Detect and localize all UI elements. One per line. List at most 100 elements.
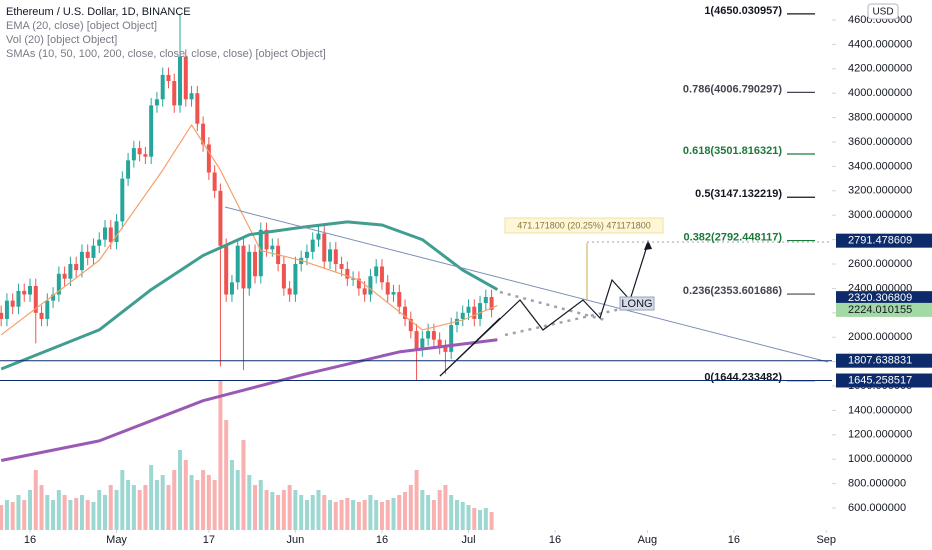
y-tick-label: 3400.000000 [848,160,912,172]
volume-bar [304,500,309,530]
candle-body [51,294,56,301]
currency[interactable]: USD [872,7,893,18]
volume-bar [345,498,350,530]
volume-bar [68,500,73,530]
candle-body [62,273,67,279]
candle-body [10,300,15,307]
candle-body [408,318,413,332]
y-tick-label: 4400.000000 [848,38,912,50]
candle-body [235,245,240,283]
volume-bar [443,485,448,530]
volume-bar [45,495,50,530]
candle-body [426,331,431,339]
measure-box [504,217,664,234]
candle-body [126,160,131,179]
measure-label: 471.171800 (20.25%) 471171800 [517,220,650,230]
y-tick-label: 1400.000000 [848,404,912,416]
volume-bar [449,495,454,530]
volume-bar [437,490,442,530]
candle-body [91,245,96,258]
volume-bar [0,505,4,530]
volume-bar [97,490,102,530]
volume-bar [114,490,119,530]
x-tick-label: 16 [24,534,36,546]
candle-body [45,300,50,319]
volume-bar [195,480,200,530]
volume-bar [391,498,396,530]
volume-bar [218,380,223,530]
arrow-head [644,240,652,250]
x-tick-label: 16 [549,534,561,546]
candle-body [374,266,379,277]
candle-body [328,249,333,262]
indicator-legend: SMAs (10, 50, 100, 200, close, close, cl… [6,48,326,60]
x-tick-label: 16 [376,534,388,546]
y-tick-label: 2600.000000 [848,258,912,270]
volume-bar [56,490,61,530]
volume-bar [483,508,488,530]
candle-body [195,93,200,124]
x-tick-label: Aug [638,534,658,546]
y-tick-label: 600.000000 [848,502,906,514]
price-label-box [836,233,932,248]
volume-bar [224,420,229,530]
candle-body [103,227,108,240]
candle-body [68,264,73,279]
candle-body [362,288,367,295]
volume-bar [154,480,159,530]
volume-bar [120,470,125,530]
currency-box[interactable] [867,3,899,20]
candle-body [460,312,465,319]
candle-body [437,339,442,347]
volume-bar [28,490,33,530]
volume-bar [322,495,327,530]
candle-body [189,93,194,100]
volume-bar [79,495,84,530]
volume-bar [183,460,188,530]
volume-bar [39,485,44,530]
candle-body [0,312,4,319]
volume-bar [10,502,15,530]
volume-bar [33,470,38,530]
candle-body [212,172,217,191]
candle-body [131,148,136,161]
candle-body [229,282,234,295]
candle-body [345,268,350,279]
volume-bar [385,500,390,530]
candle-body [206,144,211,173]
volume-bar [276,495,281,530]
volume-bar [85,500,90,530]
candle-body [339,264,344,269]
volume-bar [4,500,9,530]
volume-bar [403,492,408,530]
volume-bar [16,495,21,530]
candle-body [120,178,125,222]
candle-body [97,239,102,246]
moving-average [0,338,498,462]
x-tick-label: May [106,534,127,546]
x-tick-label: Jul [461,534,475,546]
candle-body [356,278,361,289]
x-tick-label: 17 [203,534,215,546]
candle-body [264,229,269,250]
fib-level-label: 0.382(2792.448117) [684,231,783,243]
volume-bar [339,500,344,530]
candle-body [56,273,61,295]
volume-bar [270,492,275,530]
volume-bar [460,502,465,530]
dotted-projection [504,306,626,337]
y-tick-label: 1000.000000 [848,453,912,465]
volume-bar [137,490,142,530]
candle-body [420,338,425,350]
volume-bar [189,475,194,530]
volume-bar [166,485,171,530]
candle-body [316,233,321,240]
volume-bar [293,490,298,530]
candle-body [143,154,148,157]
volume-bar [414,470,419,530]
price-label: 2320.306809 [848,292,912,304]
moving-average [0,220,499,371]
volume-bar [466,505,471,530]
candle-body [33,285,38,313]
volume-bar [351,500,356,530]
